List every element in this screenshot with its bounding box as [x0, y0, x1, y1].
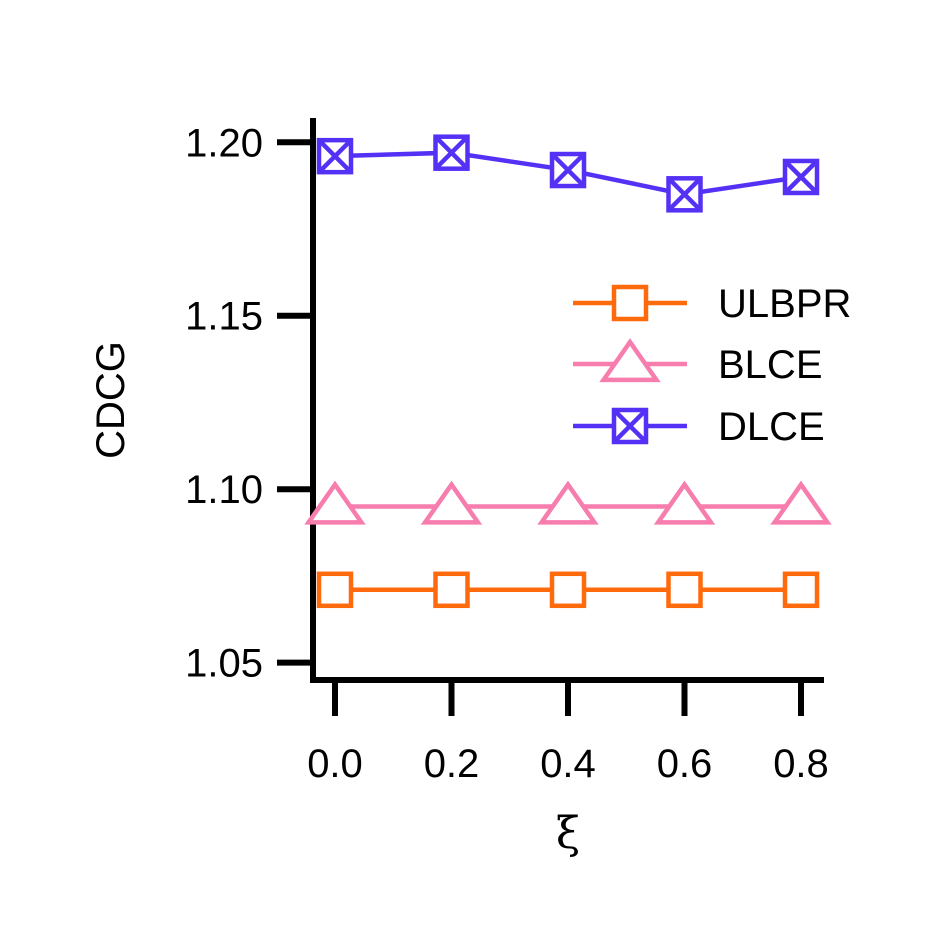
- data-point-ulbpr: [666, 571, 703, 609]
- legend-item-ulbpr: ULBPR: [573, 282, 851, 326]
- series-blce: [304, 480, 832, 525]
- y-tick-label: 1.05: [185, 642, 263, 686]
- data-point-dlce: [782, 158, 820, 196]
- data-point-blce: [537, 480, 599, 525]
- y-axis-title: CDCG: [89, 341, 133, 459]
- data-point-dlce: [316, 137, 354, 175]
- series-ulbpr: [316, 571, 820, 609]
- legend-marker: [611, 284, 649, 322]
- data-point-ulbpr: [316, 571, 354, 609]
- data-point-ulbpr: [549, 571, 587, 609]
- data-point-blce: [770, 480, 832, 525]
- data-point-blce: [304, 480, 366, 525]
- y-tick-label: 1.20: [185, 121, 263, 165]
- legend-marker: [599, 338, 661, 383]
- data-point-blce: [420, 480, 483, 525]
- series-layer: [304, 134, 832, 609]
- x-tick-label: 0.0: [307, 742, 363, 786]
- data-point-dlce: [549, 151, 587, 189]
- x-axis-title: ξ: [556, 808, 580, 859]
- x-tick-label: 0.6: [657, 742, 713, 786]
- legend-label: BLCE: [718, 343, 823, 387]
- legend-item-dlce: DLCE: [573, 405, 825, 449]
- legend: ULBPR BLCE DLCE: [573, 282, 851, 449]
- legend-item-blce: BLCE: [573, 338, 823, 387]
- legend-label: ULBPR: [718, 282, 851, 326]
- data-point-ulbpr: [433, 571, 470, 609]
- x-tick-label: 0.2: [424, 742, 480, 786]
- data-point-ulbpr: [782, 571, 820, 609]
- data-point-blce: [653, 480, 716, 525]
- legend-marker: [611, 407, 649, 445]
- y-tick-label: 1.15: [185, 295, 263, 339]
- series-dlce: [316, 134, 820, 213]
- x-tick-label: 0.4: [540, 742, 596, 786]
- x-tick-label: 0.8: [773, 742, 829, 786]
- legend-label: DLCE: [718, 405, 825, 449]
- data-point-dlce: [666, 176, 703, 213]
- axes: 1.05 1.10 1.15 1.20 0.0 0.2 0.4 0.6 0.8: [185, 118, 829, 786]
- data-point-dlce: [433, 134, 470, 171]
- y-tick-label: 1.10: [185, 468, 263, 512]
